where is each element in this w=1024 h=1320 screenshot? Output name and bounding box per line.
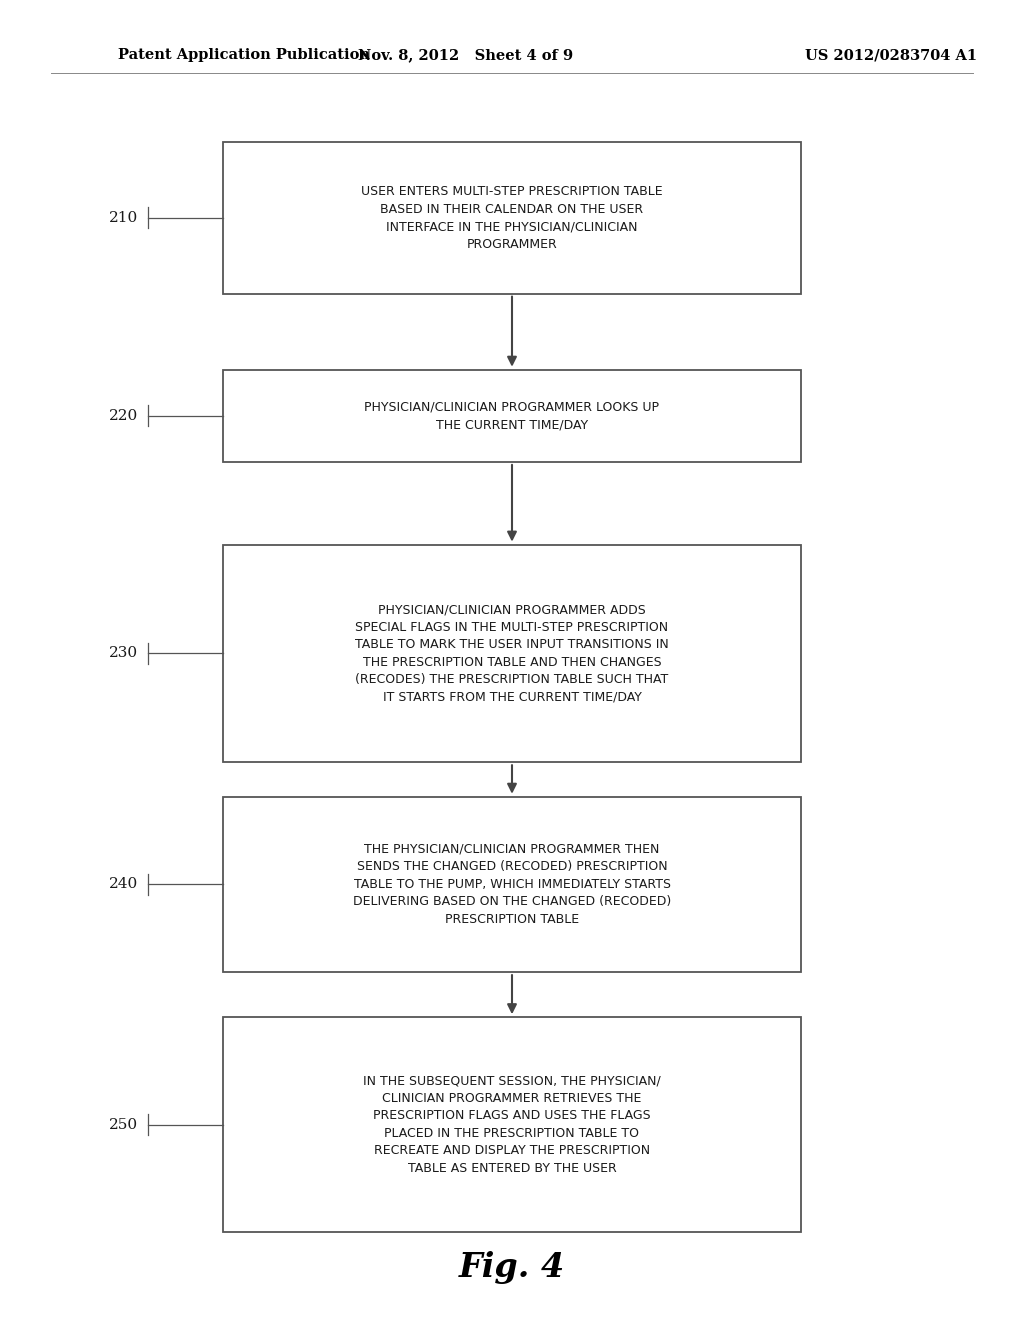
- Text: 230: 230: [109, 647, 138, 660]
- Text: Nov. 8, 2012   Sheet 4 of 9: Nov. 8, 2012 Sheet 4 of 9: [358, 49, 573, 62]
- Text: 220: 220: [109, 409, 138, 422]
- Text: Fig. 4: Fig. 4: [459, 1251, 565, 1283]
- FancyBboxPatch shape: [223, 1016, 801, 1233]
- Text: Patent Application Publication: Patent Application Publication: [118, 49, 370, 62]
- Text: US 2012/0283704 A1: US 2012/0283704 A1: [805, 49, 977, 62]
- Text: 240: 240: [109, 878, 138, 891]
- FancyBboxPatch shape: [223, 370, 801, 462]
- FancyBboxPatch shape: [223, 544, 801, 763]
- Text: IN THE SUBSEQUENT SESSION, THE PHYSICIAN/
CLINICIAN PROGRAMMER RETRIEVES THE
PRE: IN THE SUBSEQUENT SESSION, THE PHYSICIAN…: [364, 1074, 660, 1175]
- Text: 210: 210: [109, 211, 138, 224]
- Text: 250: 250: [109, 1118, 138, 1131]
- Text: USER ENTERS MULTI-STEP PRESCRIPTION TABLE
BASED IN THEIR CALENDAR ON THE USER
IN: USER ENTERS MULTI-STEP PRESCRIPTION TABL…: [361, 185, 663, 251]
- FancyBboxPatch shape: [223, 796, 801, 972]
- Text: PHYSICIAN/CLINICIAN PROGRAMMER LOOKS UP
THE CURRENT TIME/DAY: PHYSICIAN/CLINICIAN PROGRAMMER LOOKS UP …: [365, 400, 659, 432]
- Text: THE PHYSICIAN/CLINICIAN PROGRAMMER THEN
SENDS THE CHANGED (RECODED) PRESCRIPTION: THE PHYSICIAN/CLINICIAN PROGRAMMER THEN …: [353, 843, 671, 925]
- FancyBboxPatch shape: [223, 143, 801, 294]
- Text: PHYSICIAN/CLINICIAN PROGRAMMER ADDS
SPECIAL FLAGS IN THE MULTI-STEP PRESCRIPTION: PHYSICIAN/CLINICIAN PROGRAMMER ADDS SPEC…: [355, 603, 669, 704]
